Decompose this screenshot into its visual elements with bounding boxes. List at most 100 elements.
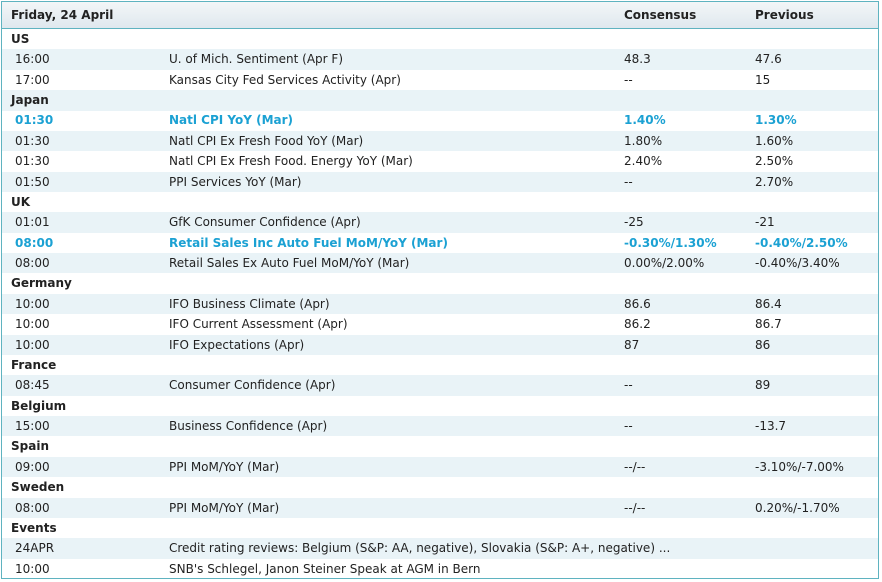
event: Natl CPI Ex Fresh Food YoY (Mar): [169, 133, 364, 148]
event-row: 01:30 Natl CPI Ex Fresh Food. Energy YoY …: [2, 151, 878, 171]
event: Natl CPI Ex Fresh Food. Energy YoY (Mar): [169, 154, 413, 169]
event-row: 09:00 PPI MoM/YoY (Mar) --/-- -3.10%/-7.00%: [2, 456, 878, 478]
previous: -0.40%/3.40%: [755, 256, 840, 271]
section-row: Events: [2, 518, 878, 538]
section-name: Spain: [11, 439, 49, 454]
consensus: --/--: [624, 459, 646, 474]
event: GfK Consumer Confidence (Apr): [169, 215, 361, 230]
event-row: 01:30 Natl CPI Ex Fresh Food YoY (Mar) 1.8…: [2, 130, 878, 152]
time: 08:00: [15, 256, 50, 271]
section-name: Japan: [11, 93, 49, 108]
event-row: 15:00 Business Confidence (Apr) -- -13.7: [2, 416, 878, 437]
previous: -13.7: [755, 419, 787, 434]
event: Consumer Confidence (Apr): [169, 378, 336, 393]
event: Credit rating reviews: Belgium (S&P: AA,…: [169, 541, 671, 556]
consensus: 0.00%/2.00%: [624, 256, 705, 271]
event-row: 01:01 GfK Consumer Confidence (Apr) -25 -21: [2, 212, 878, 233]
previous: 1.30%: [755, 113, 797, 128]
time: 15:00: [15, 419, 50, 434]
event: SNB's Schlegel, Janon Steiner Speak at A…: [169, 561, 481, 576]
section-row: France: [2, 355, 878, 375]
event: Business Confidence (Apr): [169, 419, 328, 434]
event-row: 17:00 Kansas City Fed Services Activity (…: [2, 70, 878, 90]
consensus: --: [624, 378, 633, 393]
time: 10:00: [15, 337, 50, 352]
previous: 86.7: [755, 317, 782, 332]
event: Retail Sales Inc Auto Fuel MoM/YoY (Mar): [169, 235, 448, 250]
event-row: 10:00 IFO Business Climate (Apr) 86.6 86.4: [2, 293, 878, 315]
event: Kansas City Fed Services Activity (Apr): [169, 72, 401, 87]
consensus: --/--: [624, 500, 646, 515]
section-name: US: [11, 32, 30, 46]
section-row: Germany: [2, 273, 878, 293]
event-row: 01:30 Natl CPI YoY (Mar) 1.40% 1.30%: [2, 110, 878, 130]
time: 08:45: [15, 378, 50, 393]
consensus: 86.2: [624, 317, 651, 332]
consensus: 1.40%: [624, 113, 666, 128]
previous: 47.6: [755, 52, 782, 67]
time: 24APR: [15, 541, 55, 556]
previous: -3.10%/-7.00%: [755, 459, 844, 474]
event-row: 01:50 PPI Services YoY (Mar) -- 2.70%: [2, 171, 878, 192]
time: 01:01: [15, 215, 50, 230]
section-name: France: [11, 357, 57, 372]
event-row: 10:00 SNB's Schlegel, Janon Steiner Speak…: [2, 559, 878, 579]
section-row: UK: [2, 192, 878, 212]
event: Natl CPI YoY (Mar): [169, 113, 294, 128]
event: PPI MoM/YoY (Mar): [169, 459, 280, 474]
previous: 86: [755, 337, 771, 352]
consensus: 2.40%: [624, 154, 663, 169]
event: IFO Current Assessment (Apr): [169, 317, 348, 332]
time: 16:00: [15, 52, 50, 67]
previous: 15: [755, 72, 771, 87]
header-row: Friday, 24 April Consensus Previous: [2, 2, 878, 29]
section-row: Japan: [2, 90, 878, 111]
time: 01:50: [15, 174, 50, 189]
time: 08:00: [15, 500, 50, 515]
previous: 0.20%/-1.70%: [755, 500, 840, 515]
event: PPI Services YoY (Mar): [169, 174, 302, 189]
time: 09:00: [15, 459, 50, 474]
consensus: --: [624, 174, 633, 189]
time: 01:30: [15, 113, 54, 128]
consensus: 48.3: [624, 52, 651, 67]
section-row: US: [2, 29, 878, 49]
time: 17:00: [15, 72, 50, 87]
section-name: Germany: [11, 276, 72, 291]
time: 10:00: [15, 317, 50, 332]
time: 10:00: [15, 296, 50, 311]
section-name: UK: [11, 194, 31, 209]
column-header: Previous: [755, 8, 814, 22]
event: IFO Expectations (Apr): [169, 337, 305, 352]
section-row: Belgium: [2, 396, 878, 416]
section-row: Sweden: [2, 477, 878, 497]
time: 01:30: [15, 154, 50, 169]
consensus: -25: [624, 215, 644, 230]
event: PPI MoM/YoY (Mar): [169, 500, 280, 515]
consensus: --: [624, 72, 633, 87]
event-row: 08:45 Consumer Confidence (Apr) -- 89: [2, 375, 878, 396]
event-row: 08:00 PPI MoM/YoY (Mar) --/-- 0.20%/-1.70%: [2, 497, 878, 518]
time: 01:30: [15, 133, 50, 148]
event: U. of Mich. Sentiment (Apr F): [169, 52, 343, 67]
previous: 86.4: [755, 296, 782, 311]
previous: -0.40%/2.50%: [755, 235, 848, 250]
consensus: 1.80%: [624, 133, 663, 148]
event-row: 08:00 Retail Sales Ex Auto Fuel MoM/YoY (…: [2, 253, 878, 274]
previous: 2.50%: [755, 154, 794, 169]
event-row: 10:00 IFO Current Assessment (Apr) 86.2 86.…: [2, 314, 878, 334]
section-name: Belgium: [11, 398, 67, 413]
section-name: Events: [11, 520, 57, 535]
date: Friday, 24 April: [11, 8, 114, 22]
section-row: Spain: [2, 436, 878, 456]
consensus: -0.30%/1.30%: [624, 235, 717, 250]
event-row: 16:00 U. of Mich. Sentiment (Apr F) 48.3 47…: [2, 49, 878, 70]
consensus: 87: [624, 337, 640, 352]
event-row: 10:00 IFO Expectations (Apr) 87 86: [2, 334, 878, 355]
column-header: Consensus: [624, 8, 697, 22]
time: 10:00: [15, 561, 50, 576]
event-row: 08:00 Retail Sales Inc Auto Fuel MoM/YoY …: [2, 233, 878, 253]
event-row: 24APR Credit rating reviews: Belgium (S&P…: [2, 538, 878, 559]
event: IFO Business Climate (Apr): [169, 296, 330, 311]
